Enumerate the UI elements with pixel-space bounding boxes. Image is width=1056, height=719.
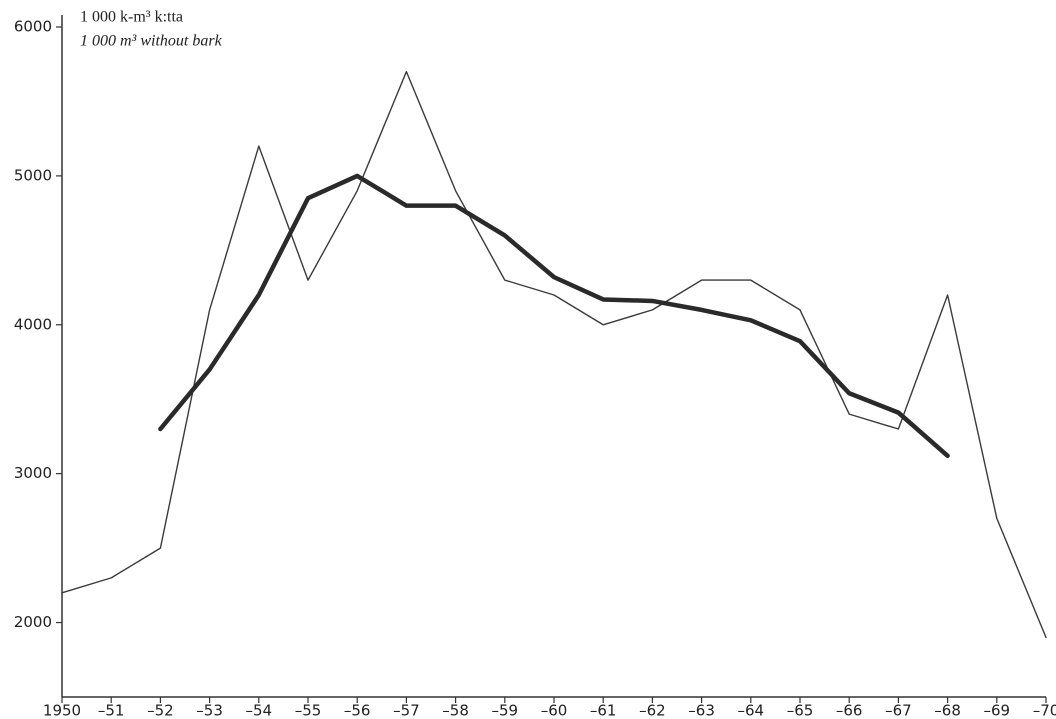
x-tick-label: –65 (787, 702, 814, 719)
x-tick-label: –52 (147, 702, 174, 719)
y-tick-label: 4000 (14, 315, 52, 333)
series-line (61, 70, 1047, 639)
x-tick-label: –58 (442, 702, 469, 719)
x-tick-label: –51 (98, 702, 125, 719)
x-tick-label: 1950 (43, 702, 81, 719)
x-tick-label: –66 (836, 702, 863, 719)
x-tick-label: –67 (885, 702, 912, 719)
x-tick-label: –54 (246, 702, 273, 719)
x-tick-label: –62 (639, 702, 666, 719)
y-tick-label: 3000 (14, 464, 52, 482)
x-tick-label: –59 (492, 702, 519, 719)
y-axis-label: 1 000 k-m³ k:tta (80, 9, 183, 26)
y-axis-label-english: 1 000 m³ without bark (80, 33, 223, 50)
y-tick-label: 6000 (14, 18, 52, 36)
y-tick-label: 2000 (14, 613, 52, 631)
y-tick-label: 5000 (14, 166, 52, 184)
x-tick-label: –56 (344, 702, 371, 719)
x-tick-label: –57 (393, 702, 420, 719)
x-tick-label: –61 (590, 702, 617, 719)
x-tick-label: –55 (295, 702, 322, 719)
x-tick-label: –69 (984, 702, 1011, 719)
x-tick-label: –63 (688, 702, 715, 719)
x-tick-label: –70 (1033, 702, 1056, 719)
x-tick-label: –68 (934, 702, 961, 719)
series-line (158, 173, 950, 459)
x-tick-label: –64 (738, 702, 765, 719)
x-tick-label: –60 (541, 702, 568, 719)
x-tick-label: –53 (196, 702, 223, 719)
